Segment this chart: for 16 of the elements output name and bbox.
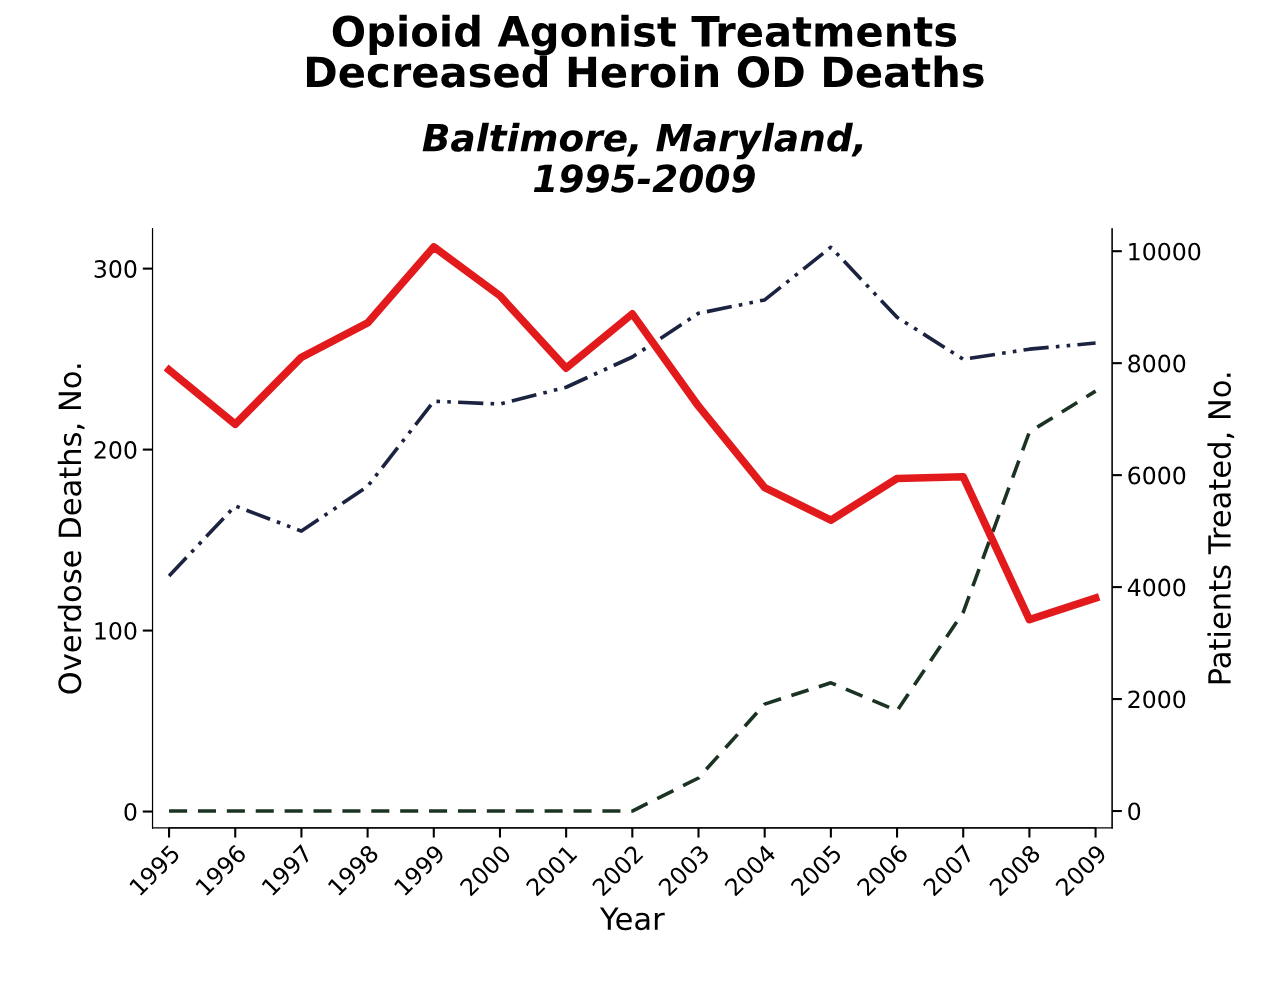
line-series — [167, 389, 1098, 813]
x-axis-title: Year — [599, 907, 665, 931]
chart-subtitle: Baltimore, Maryland, 1995-2009 — [422, 122, 863, 193]
y-tick-label: 300 — [94, 260, 137, 278]
y2-tick-label: 2000 — [1128, 690, 1186, 709]
y-tick-label: 0 — [124, 802, 137, 821]
y2-tick-label: 6000 — [1128, 466, 1186, 485]
y2-tick-label: 8000 — [1128, 354, 1186, 373]
y-tick-label: 200 — [94, 441, 137, 459]
y-axis-title: Overdose Deaths, No. — [57, 364, 85, 694]
chart-title: Opioid Agonist Treatments Decreased Heroin OD Deaths — [306, 14, 984, 88]
y2-tick-label: 0 — [1128, 802, 1141, 821]
y2-tick-label: 10000 — [1129, 242, 1201, 261]
y2-tick-label: 4000 — [1127, 578, 1186, 597]
y-tick-label: 100 — [95, 622, 137, 640]
y2-axis-title: Patients Treated, No. — [1207, 373, 1235, 684]
